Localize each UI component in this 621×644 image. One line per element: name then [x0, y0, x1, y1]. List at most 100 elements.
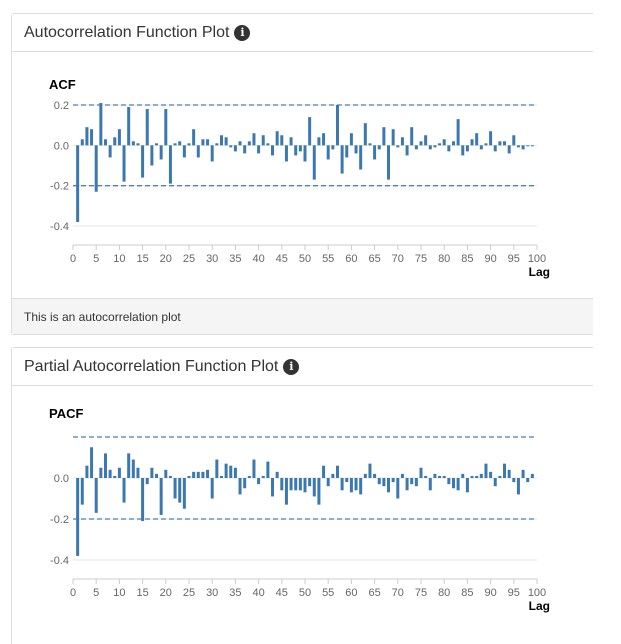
pacf-bar: [530, 473, 534, 478]
pacf-bar: [141, 478, 145, 522]
acf-bar: [354, 145, 358, 154]
acf-bar: [322, 133, 326, 146]
pacf-bar: [521, 469, 525, 478]
pacf-bar: [85, 465, 89, 478]
acf-bar: [503, 141, 507, 146]
acf-ytick-label: -0.4: [50, 221, 69, 233]
pacf-bar: [493, 478, 497, 487]
pacf-bar: [182, 478, 186, 509]
acf-bar: [229, 145, 233, 148]
pacf-bar: [108, 469, 112, 478]
pacf-bar: [526, 478, 530, 483]
acf-bar: [433, 145, 437, 148]
pacf-bar: [122, 478, 126, 503]
acf-bar: [289, 137, 293, 146]
acf-bar: [113, 137, 117, 146]
acf-bar: [335, 105, 339, 146]
pacf-x-axis-label: Lag: [529, 599, 550, 613]
pacf-bar: [192, 471, 196, 478]
pacf-bar: [271, 478, 275, 497]
acf-bar: [243, 145, 247, 154]
pacf-bar: [90, 447, 94, 478]
acf-bar: [275, 131, 279, 146]
pacf-bar: [76, 478, 80, 556]
acf-bar: [512, 135, 516, 146]
pacf-bar: [196, 471, 200, 478]
acf-bar: [428, 145, 432, 150]
acf-bar: [247, 141, 251, 146]
acf-bar: [280, 135, 284, 146]
pacf-bar: [219, 475, 223, 478]
info-circle-icon[interactable]: i: [283, 358, 300, 375]
acf-xtick-label: 0: [70, 253, 76, 265]
pacf-bar: [312, 478, 316, 497]
acf-bar: [340, 145, 344, 174]
acf-bar: [206, 139, 210, 146]
acf-xtick-label: 20: [160, 253, 172, 265]
pacf-bar: [206, 469, 210, 478]
acf-bar: [489, 131, 493, 146]
acf-bar: [391, 129, 395, 146]
acf-bar: [257, 145, 261, 154]
pacf-xtick-label: 100: [528, 587, 546, 599]
acf-bar: [215, 143, 219, 146]
acf-x-axis-label: Lag: [529, 265, 550, 279]
acf-footer-text: This is an autocorrelation plot: [24, 309, 181, 324]
pacf-bar: [289, 478, 293, 491]
info-circle-icon[interactable]: i: [234, 24, 251, 41]
acf-bar: [187, 143, 191, 146]
pacf-bar: [243, 478, 247, 489]
acf-bar: [308, 117, 312, 146]
pacf-bar: [145, 478, 149, 485]
pacf-bar: [512, 478, 516, 483]
pacf-bar: [280, 478, 284, 491]
acf-panel-body: ACF 0.2 0.0 -0.2 -0.4 0 5 10 15 20 25 30 35 40 45 50 55 6…: [12, 52, 593, 298]
pacf-xtick-label: 75: [415, 587, 427, 599]
pacf-xtick-label: 55: [322, 587, 334, 599]
pacf-bar: [503, 463, 507, 478]
acf-panel-footer: This is an autocorrelation plot: [12, 298, 593, 334]
pacf-bar: [363, 473, 367, 478]
acf-bar: [136, 143, 140, 146]
acf-bar: [210, 145, 214, 162]
acf-xtick-label: 80: [438, 253, 450, 265]
pacf-xtick-label: 0: [70, 587, 76, 599]
pacf-bar: [428, 478, 432, 491]
acf-bar: [141, 145, 145, 178]
acf-bar: [238, 141, 242, 146]
acf-bar: [530, 145, 534, 147]
acf-bar: [103, 139, 107, 146]
acf-bar: [182, 145, 186, 158]
pacf-bar: [294, 478, 298, 491]
pacf-xtick-label: 20: [160, 587, 172, 599]
pacf-bar: [424, 475, 428, 478]
acf-bar: [400, 137, 404, 146]
acf-xtick-label: 50: [299, 253, 311, 265]
pacf-bar: [456, 478, 460, 491]
pacf-ytick-label: 0.0: [54, 473, 69, 485]
pacf-xtick-label: 35: [229, 587, 241, 599]
acf-bar: [442, 139, 446, 146]
pacf-bar: [298, 478, 302, 491]
pacf-bar: [173, 478, 177, 499]
acf-bar: [405, 145, 409, 156]
pacf-bar: [117, 467, 121, 478]
pacf-bar: [489, 471, 493, 478]
pacf-xtick-label: 5: [93, 587, 99, 599]
pacf-bar: [447, 478, 451, 485]
acf-bar: [85, 127, 89, 146]
pacf-bar: [99, 467, 103, 478]
pacf-bar: [479, 473, 483, 478]
acf-bar: [521, 145, 525, 150]
pacf-bar: [405, 478, 409, 491]
pacf-panel-title: Partial Autocorrelation Function Plot: [24, 357, 279, 375]
pacf-bar: [215, 459, 219, 478]
pacf-bar: [322, 465, 326, 478]
acf-xtick-label: 65: [368, 253, 380, 265]
acf-bar: [150, 145, 154, 166]
pacf-chart-title: PACF: [49, 406, 83, 421]
pacf-bar: [335, 465, 339, 478]
pacf-bar: [349, 478, 353, 493]
pacf-bar: [359, 478, 363, 495]
pacf-bar: [168, 475, 172, 478]
